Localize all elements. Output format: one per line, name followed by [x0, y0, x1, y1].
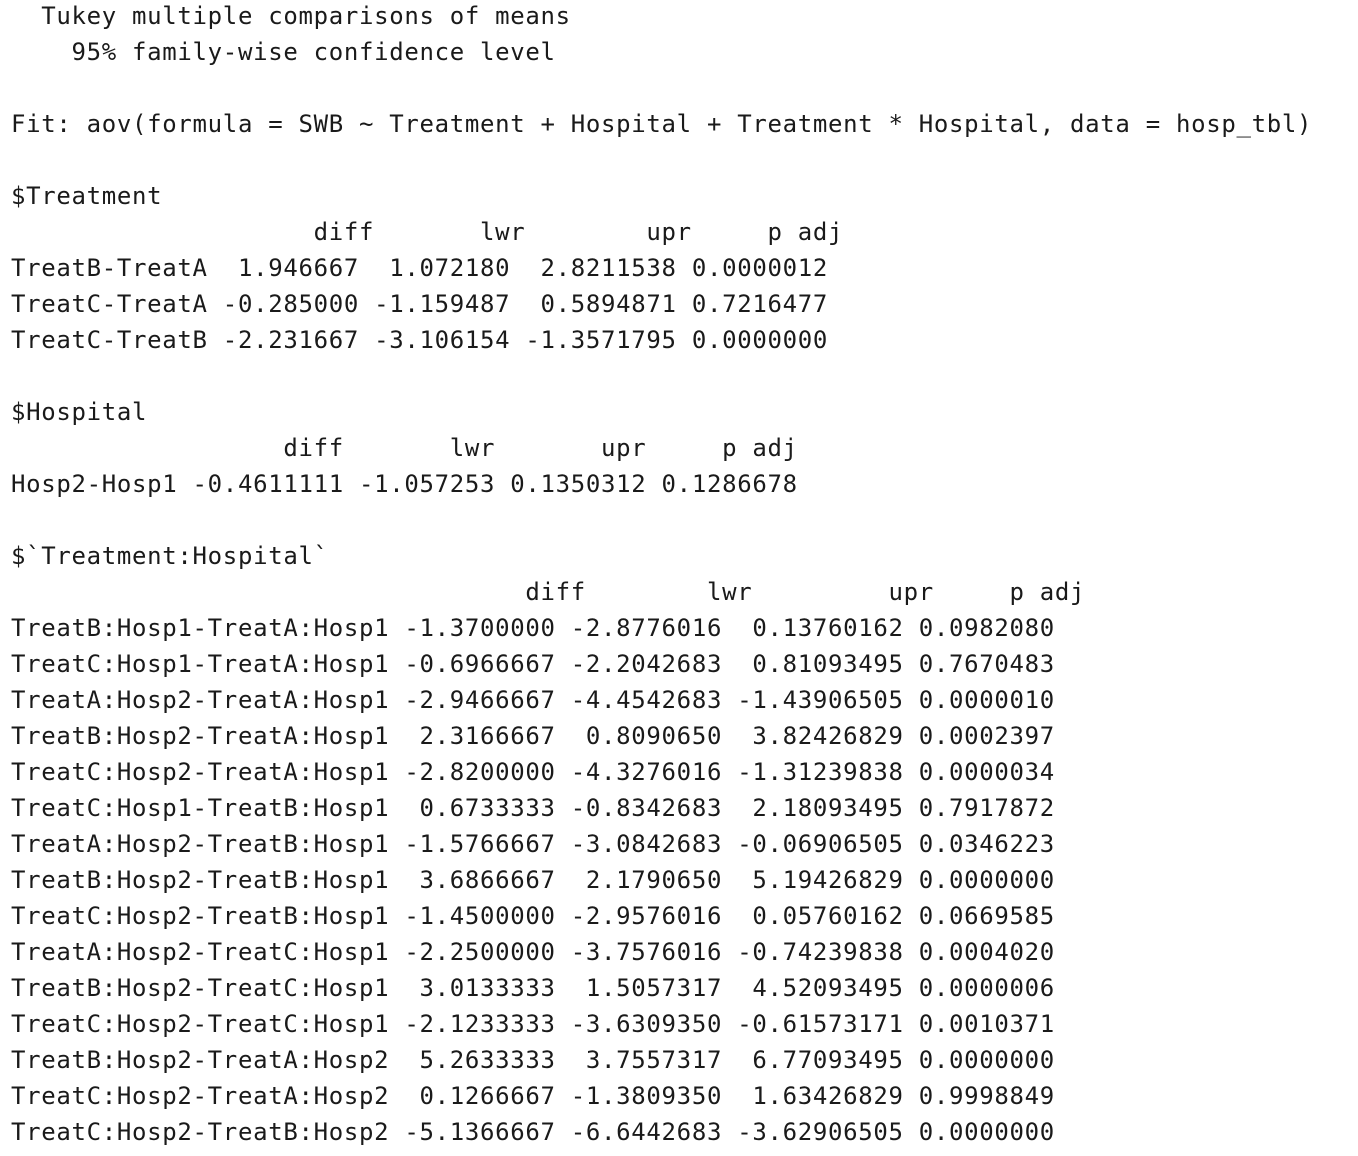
blank-line: [11, 358, 1312, 394]
interaction-row: TreatA:Hosp2-TreatB:Hosp1 -1.5766667 -3.…: [11, 830, 1055, 858]
fit-formula-line: Fit: aov(formula = SWB ~ Treatment + Hos…: [11, 110, 1313, 138]
hospital-row: Hosp2-Hosp1 -0.4611111 -1.057253 0.13503…: [11, 470, 798, 498]
output-title: Tukey multiple comparisons of means: [11, 2, 571, 30]
interaction-section-label: $`Treatment:Hospital`: [11, 542, 329, 570]
interaction-row: TreatB:Hosp2-TreatB:Hosp1 3.6866667 2.17…: [11, 866, 1055, 894]
treatment-row: TreatB-TreatA 1.946667 1.072180 2.821153…: [11, 254, 828, 282]
treatment-row: TreatC-TreatA -0.285000 -1.159487 0.5894…: [11, 290, 828, 318]
interaction-row: TreatB:Hosp2-TreatC:Hosp1 3.0133333 1.50…: [11, 974, 1055, 1002]
interaction-column-header: diff lwr upr p adj: [11, 578, 1086, 606]
treatment-column-header: diff lwr upr p adj: [11, 218, 844, 246]
interaction-row: TreatA:Hosp2-TreatC:Hosp1 -2.2500000 -3.…: [11, 938, 1055, 966]
blank-line: [11, 502, 1312, 538]
interaction-row: TreatC:Hosp2-TreatA:Hosp2 0.1266667 -1.3…: [11, 1082, 1055, 1110]
treatment-section-label: $Treatment: [11, 182, 163, 210]
interaction-row: TreatC:Hosp2-TreatB:Hosp2 -5.1366667 -6.…: [11, 1118, 1055, 1146]
blank-line: [11, 142, 1312, 178]
hospital-column-header: diff lwr upr p adj: [11, 434, 798, 462]
interaction-row: TreatC:Hosp2-TreatA:Hosp1 -2.8200000 -4.…: [11, 758, 1055, 786]
confidence-level-line: 95% family-wise confidence level: [11, 38, 556, 66]
interaction-row: TreatC:Hosp1-TreatB:Hosp1 0.6733333 -0.8…: [11, 794, 1055, 822]
blank-line: [11, 70, 1312, 106]
interaction-row: TreatC:Hosp2-TreatB:Hosp1 -1.4500000 -2.…: [11, 902, 1055, 930]
interaction-row: TreatC:Hosp2-TreatC:Hosp1 -2.1233333 -3.…: [11, 1010, 1055, 1038]
console-output: Tukey multiple comparisons of means 95% …: [11, 0, 1312, 1150]
interaction-row: TreatB:Hosp1-TreatA:Hosp1 -1.3700000 -2.…: [11, 614, 1055, 642]
interaction-row: TreatC:Hosp1-TreatA:Hosp1 -0.6966667 -2.…: [11, 650, 1055, 678]
hospital-section-label: $Hospital: [11, 398, 148, 426]
treatment-row: TreatC-TreatB -2.231667 -3.106154 -1.357…: [11, 326, 828, 354]
interaction-row: TreatB:Hosp2-TreatA:Hosp1 2.3166667 0.80…: [11, 722, 1055, 750]
interaction-row: TreatB:Hosp2-TreatA:Hosp2 5.2633333 3.75…: [11, 1046, 1055, 1074]
interaction-row: TreatA:Hosp2-TreatA:Hosp1 -2.9466667 -4.…: [11, 686, 1055, 714]
